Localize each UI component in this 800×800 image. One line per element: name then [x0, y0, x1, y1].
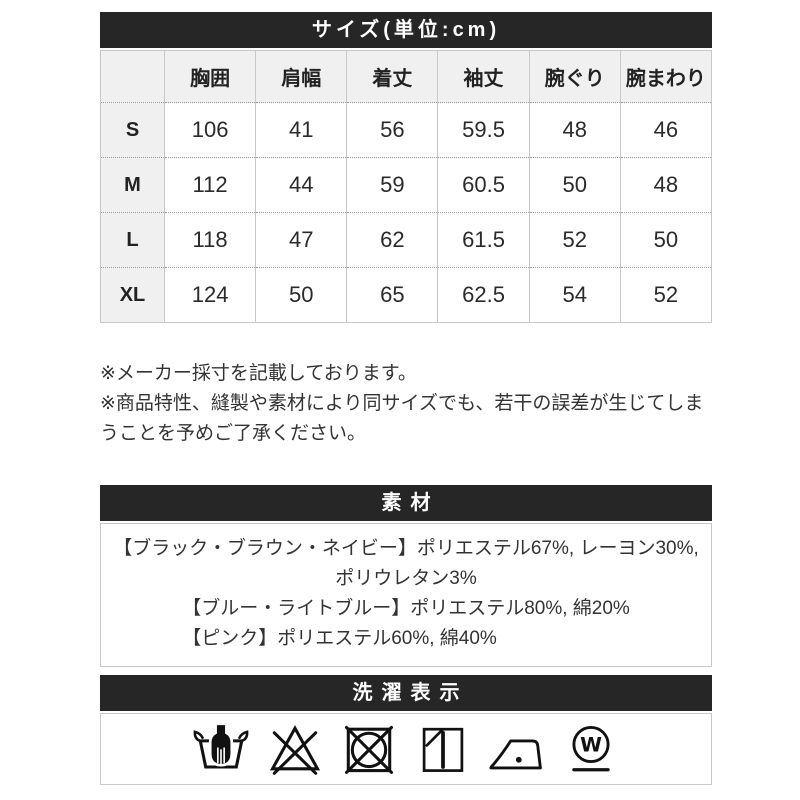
size-value-cell: 48 [528, 102, 621, 158]
care-section: 洗濯表示 [100, 675, 712, 785]
size-value-cell: 62 [346, 212, 438, 268]
size-value-cell: 50 [528, 157, 621, 213]
size-value-cell: 44 [255, 157, 347, 213]
size-value-cell: 47 [255, 212, 347, 268]
note-line: ※メーカー採寸を記載しております。 [100, 363, 417, 384]
size-value-cell: 60.5 [437, 157, 530, 213]
column-header-chest: 胸囲 [163, 50, 256, 103]
size-label: M [100, 157, 165, 213]
size-table-header-row: 胸囲 肩幅 着丈 袖丈 腕ぐり 腕まわり [100, 50, 712, 103]
size-value-cell: 41 [255, 102, 347, 158]
size-value-cell: 65 [346, 267, 438, 323]
material-line: 【ピンク】ポリエステル60%, 綿40% [182, 628, 497, 649]
size-value-cell: 52 [528, 212, 621, 268]
size-value-cell: 112 [163, 157, 256, 213]
size-label: L [100, 212, 165, 268]
do-not-bleach-icon [266, 722, 324, 776]
iron-low-heat-icon [488, 722, 546, 776]
size-section: サイズ(単位:cm) 胸囲 肩幅 着丈 袖丈 腕ぐり 腕まわり S 106 4 [100, 12, 712, 323]
size-value-cell: 59.5 [437, 102, 530, 158]
material-box: 【ブラック・ブラウン・ネイビー】ポリエステル67%, レーヨン30%, ポリウレ… [100, 523, 712, 667]
size-label: S [100, 102, 165, 158]
size-value-cell: 48 [619, 157, 712, 213]
table-row-m: M 112 44 59 60.5 50 48 [100, 157, 712, 213]
column-header-sleeve: 袖丈 [437, 50, 530, 103]
do-not-tumble-dry-icon [340, 722, 398, 776]
note-line: ※商品特性、縫製や素材により同サイズでも、若干の誤差が生じてしまうことを予めご了… [100, 393, 704, 444]
column-header-shoulder: 肩幅 [255, 50, 347, 103]
size-value-cell: 50 [255, 267, 347, 323]
table-row-l: L 118 47 62 61.5 52 50 [100, 212, 712, 268]
size-label: XL [100, 267, 165, 323]
column-header-length: 着丈 [346, 50, 438, 103]
material-section: 素材 【ブラック・ブラウン・ネイビー】ポリエステル67%, レーヨン30%, ポ… [100, 485, 712, 667]
corner-cell [100, 50, 165, 103]
material-line: 【ブラック・ブラウン・ネイビー】ポリエステル67%, レーヨン30%, ポリウレ… [113, 538, 699, 589]
size-value-cell: 106 [163, 102, 256, 158]
column-header-arm-width: 腕まわり [619, 50, 712, 103]
material-section-title: 素材 [100, 485, 712, 521]
size-value-cell: 124 [163, 267, 256, 323]
product-spec-content: サイズ(単位:cm) 胸囲 肩幅 着丈 袖丈 腕ぐり 腕まわり S 106 4 [100, 0, 712, 785]
table-row-xl: XL 124 50 65 62.5 54 52 [100, 267, 712, 323]
size-value-cell: 52 [619, 267, 712, 323]
hand-wash-icon [192, 722, 250, 776]
material-line: 【ブルー・ライトブルー】ポリエステル80%, 綿20% [182, 598, 630, 619]
size-value-cell: 50 [619, 212, 712, 268]
material-left-block: 【ブルー・ライトブルー】ポリエステル80%, 綿20% 【ピンク】ポリエステル6… [182, 594, 630, 654]
size-value-cell: 118 [163, 212, 256, 268]
measurement-notes: ※メーカー採寸を記載しております。 ※商品特性、縫製や素材により同サイズでも、若… [100, 359, 712, 449]
column-header-armhole: 腕ぐり [528, 50, 621, 103]
size-value-cell: 56 [346, 102, 438, 158]
wet-clean-gentle-icon: W [562, 722, 620, 776]
size-value-cell: 62.5 [437, 267, 530, 323]
size-value-cell: 61.5 [437, 212, 530, 268]
size-section-title: サイズ(単位:cm) [100, 12, 712, 48]
size-value-cell: 46 [619, 102, 712, 158]
svg-text:W: W [580, 734, 602, 757]
size-table: 胸囲 肩幅 着丈 袖丈 腕ぐり 腕まわり S 106 41 56 59.5 48… [100, 50, 712, 323]
care-section-title: 洗濯表示 [100, 675, 712, 711]
care-symbols-row: W [100, 713, 712, 785]
size-value-cell: 59 [346, 157, 438, 213]
table-row-s: S 106 41 56 59.5 48 46 [100, 102, 712, 158]
line-dry-in-shade-icon [414, 722, 472, 776]
size-value-cell: 54 [528, 267, 621, 323]
